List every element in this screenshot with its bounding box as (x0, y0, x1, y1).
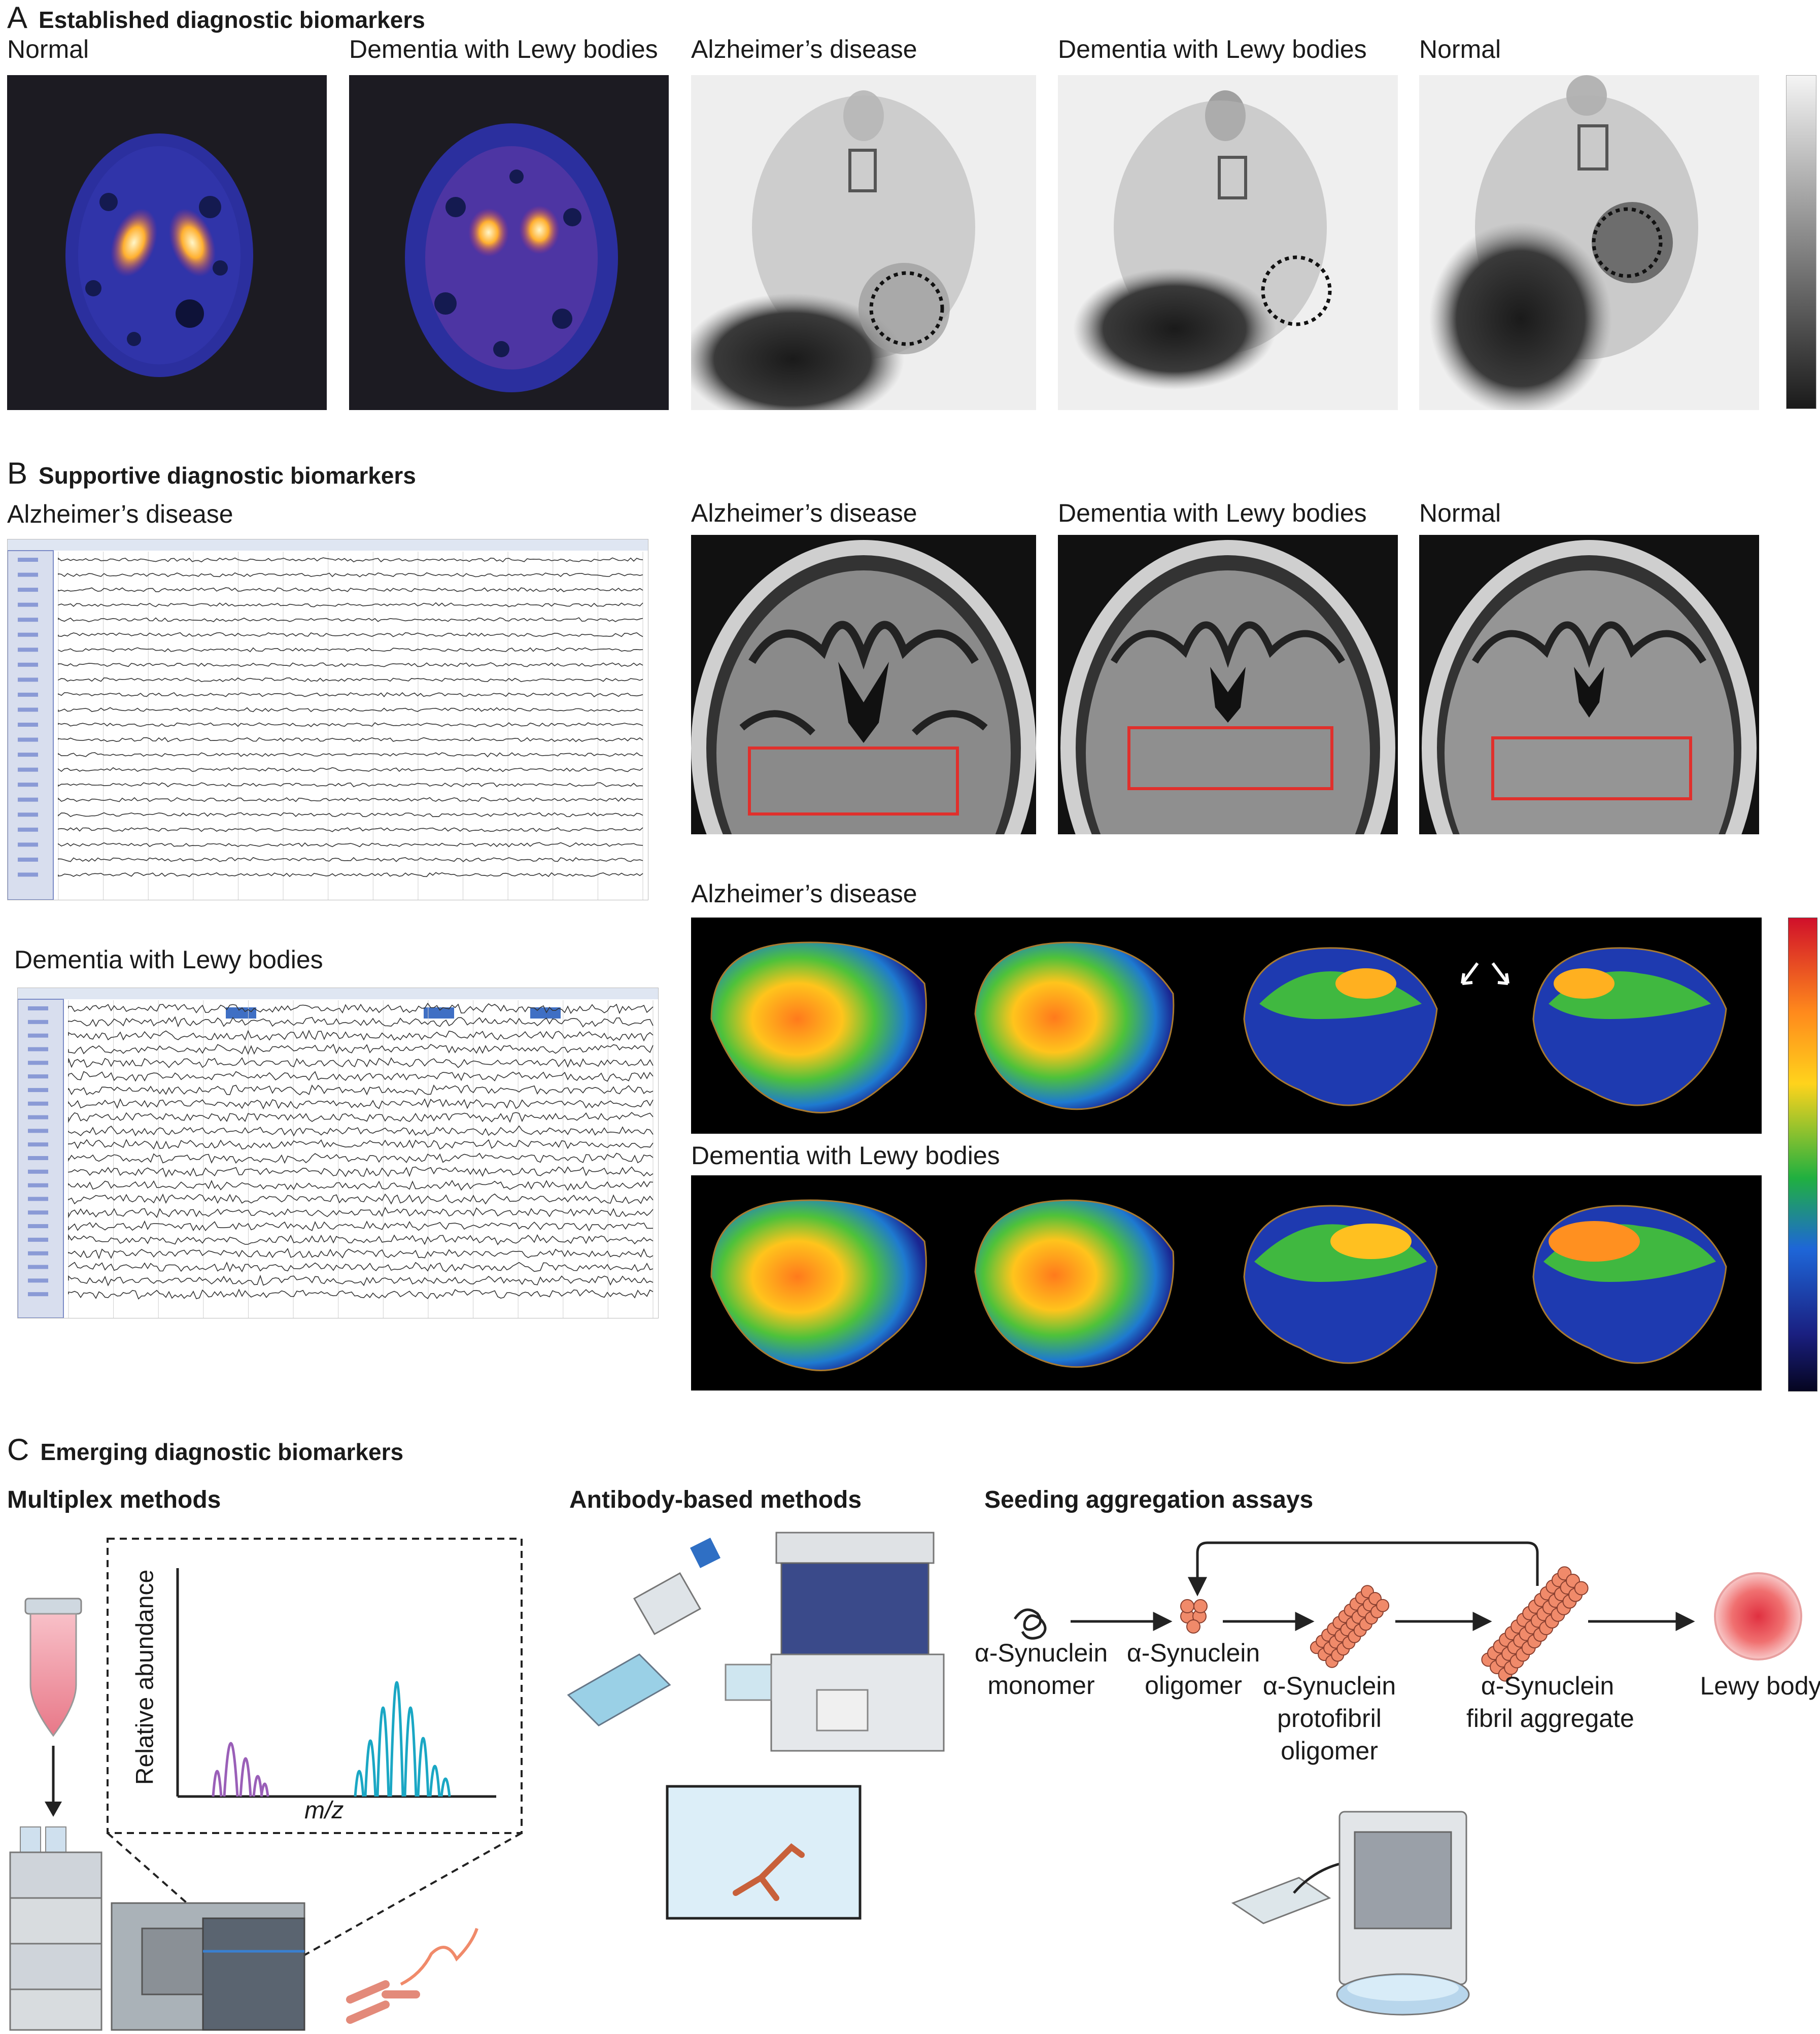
section-c-heading: Emerging diagnostic biomarkers (40, 1439, 404, 1465)
caption-protofibril-line2: protofibril (1277, 1704, 1382, 1733)
dat-scan-dlb-image (349, 75, 669, 410)
caption-fibril-line2: fibril aggregate (1466, 1704, 1634, 1733)
section-a-heading: Established diagnostic biomarkers (39, 7, 425, 33)
mibg-dlb-image (1058, 75, 1398, 410)
multiplex-illustration (0, 1533, 548, 2034)
label-spect-dlb: Dementia with Lewy bodies (691, 1141, 1000, 1170)
plate-shaker-icon (1231, 1811, 1470, 2016)
protofibril-icon (1310, 1585, 1390, 1668)
mibg-normal-image (1419, 75, 1759, 410)
label-a-dlb-mibg: Dementia with Lewy bodies (1058, 35, 1367, 63)
mibg-ad-image (691, 75, 1036, 410)
caption-monomer-line1: α-Synuclein (974, 1639, 1108, 1667)
pipette-plate-icon (567, 1538, 720, 1726)
label-a-ad-mibg: Alzheimer’s disease (691, 35, 917, 63)
multiplex-xlabel: m/z (304, 1797, 344, 1824)
label-a-normal-mibg: Normal (1419, 35, 1501, 63)
section-a-title: A Established diagnostic biomarkers (7, 0, 425, 35)
section-b-title: B Supportive diagnostic biomarkers (7, 456, 416, 491)
section-a-letter: A (7, 1, 28, 35)
sample-tube-icon (24, 1598, 82, 1737)
fibril-aggregate-icon (1481, 1566, 1589, 1682)
caption-protofibril-line1: α-Synuclein (1262, 1672, 1396, 1700)
caption-oligomer-line1: α-Synuclein (1126, 1639, 1260, 1667)
caption-fibril-line1: α-Synuclein (1481, 1672, 1615, 1700)
caption-lewy-body-line1: Lewy body (1700, 1672, 1820, 1700)
caption-monomer-line2: monomer (987, 1671, 1095, 1700)
purple-peaks (212, 1742, 269, 1797)
caption-oligomer-line2: oligomer (1145, 1671, 1242, 1700)
section-c-title: C Emerging diagnostic biomarkers (7, 1432, 403, 1467)
mass-spectrometer-icon (111, 1902, 305, 2031)
dat-scan-normal-image (7, 75, 327, 410)
section-b-heading: Supportive diagnostic biomarkers (39, 462, 416, 489)
label-mri-dlb: Dementia with Lewy bodies (1058, 499, 1367, 527)
label-mri-normal: Normal (1419, 499, 1501, 527)
liquid-chromatography-icon (9, 1826, 102, 2031)
mri-dlb-image (1058, 535, 1398, 834)
plate-reader-icon (725, 1532, 945, 1752)
caption-protofibril: α-Synuclein protofibril oligomer (1253, 1670, 1405, 1767)
spect-colorbar (1788, 918, 1817, 1392)
caption-protofibril-line3: oligomer (1281, 1737, 1378, 1765)
pathway-arrows (1071, 1541, 1695, 1632)
antibody-illustration (558, 1522, 974, 2030)
oligomer-icon (1180, 1599, 1208, 1634)
section-c-letter: C (7, 1433, 29, 1467)
eeg-dlb-image (17, 988, 659, 1318)
eeg-ad-image (7, 539, 648, 900)
well-assay-icon (666, 1785, 862, 1920)
monomer-icon (1013, 1608, 1047, 1640)
spect-ad-image (691, 918, 1762, 1134)
mri-normal-image (1419, 535, 1759, 834)
label-a-normal-dat: Normal (7, 35, 89, 63)
label-eeg-dlb: Dementia with Lewy bodies (14, 945, 323, 974)
label-a-dlb-dat: Dementia with Lewy bodies (349, 35, 658, 63)
teal-peaks (354, 1681, 451, 1797)
spect-dlb-image (691, 1175, 1762, 1391)
multiplex-title: Multiplex methods (7, 1486, 221, 1513)
seeding-illustration (974, 1528, 1816, 2034)
multiplex-ylabel: Relative abundance (131, 1569, 159, 1785)
caption-monomer: α-Synuclein monomer (965, 1637, 1117, 1702)
caption-lewy-body: Lewy body (1690, 1670, 1820, 1702)
antibody-aptamer-icon (346, 1928, 478, 2024)
antibody-title: Antibody-based methods (569, 1486, 862, 1513)
label-eeg-ad: Alzheimer’s disease (7, 500, 233, 528)
caption-oligomer: α-Synuclein oligomer (1117, 1637, 1269, 1702)
lewy-body-icon (1714, 1572, 1802, 1660)
caption-fibril: α-Synuclein fibril aggregate (1466, 1670, 1634, 1735)
spectrum-inset-frame (107, 1538, 523, 1834)
section-b-letter: B (7, 456, 28, 490)
multiplex-ylabel-container: Relative abundance (120, 1558, 170, 1796)
grayscale-colorbar (1786, 75, 1816, 409)
seeding-title: Seeding aggregation assays (984, 1486, 1314, 1513)
mri-ad-image (691, 535, 1036, 834)
label-spect-ad: Alzheimer’s disease (691, 879, 917, 908)
label-mri-ad: Alzheimer’s disease (691, 499, 917, 527)
